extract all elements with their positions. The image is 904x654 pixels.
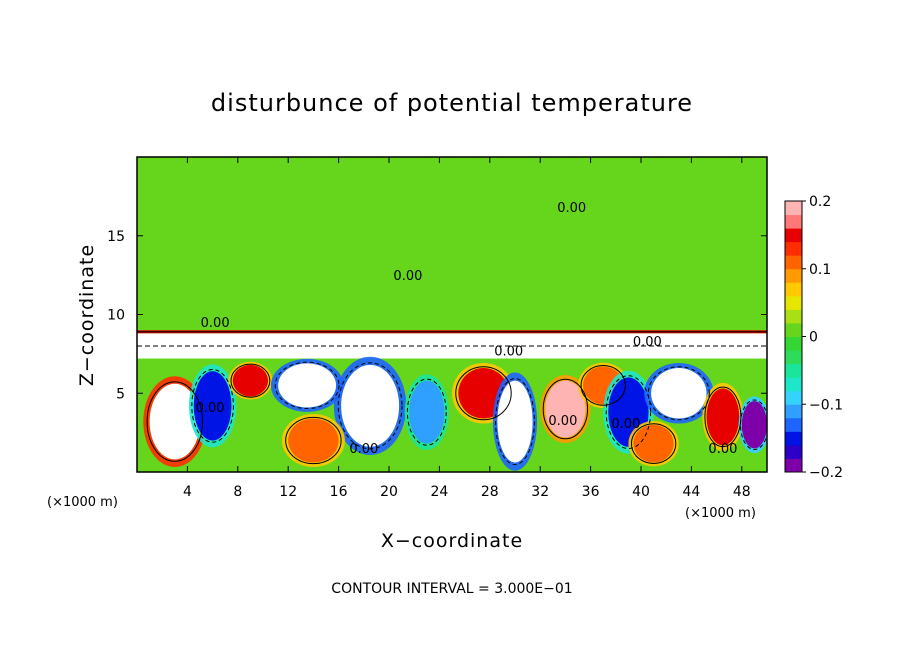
contour-interval-note: CONTOUR INTERVAL = 3.000E−01 [331, 581, 572, 597]
contour-label: 0.00 [708, 442, 737, 457]
colorbar-swatch [785, 268, 802, 283]
x-unit-right: (×1000 m) [685, 506, 756, 521]
field-cells [143, 356, 767, 471]
colorbar-swatch [785, 322, 802, 337]
chart-title: disturbunce of potential temperature [211, 89, 693, 117]
x-tick-label: 20 [380, 484, 398, 500]
contour-cell-6 [406, 378, 447, 446]
contour-label: 0.00 [393, 269, 422, 284]
colorbar-swatch [785, 458, 802, 473]
y-axis-label: Z−coordinate [76, 244, 98, 386]
contour-cell-0 [146, 381, 204, 462]
x-tick-label: 12 [279, 484, 297, 500]
y-tick-label: 15 [107, 229, 125, 245]
x-tick-label: 4 [183, 484, 192, 500]
field-layers [137, 157, 767, 472]
x-tick-label: 40 [632, 484, 650, 500]
contour-cell-2 [230, 363, 271, 398]
field-layer-0 [137, 157, 767, 331]
plot-area: 0.00 0.00 0.00 0.00 0.00 0.00 0.00 0.00 0.00 0.00 [137, 157, 767, 472]
y-tick-label: 5 [116, 386, 125, 402]
x-tick-label: 32 [531, 484, 549, 500]
contour-cell-1 [191, 368, 234, 443]
contour-cell-12 [647, 366, 710, 421]
contour-cell-15 [740, 399, 767, 451]
contour-cell-14 [704, 386, 742, 448]
colorbar-swatch [785, 201, 802, 216]
contour-label: 0.00 [494, 344, 523, 359]
colorbar-swatch [785, 363, 802, 378]
colorbar-swatch [785, 309, 802, 324]
field-cell-3 [278, 363, 337, 408]
contour-label: 0.00 [196, 401, 225, 416]
field-cell-2 [232, 364, 269, 397]
contour-cell-13 [630, 423, 677, 464]
x-unit-left: (×1000 m) [47, 495, 118, 510]
colorbar-swatch [785, 404, 802, 419]
x-axis: 4 8 12 16 20 24 28 32 36 40 44 48 [183, 157, 751, 500]
field-cell-6 [409, 380, 445, 444]
colorbar-swatch [785, 228, 802, 243]
field-cell-0 [149, 383, 200, 460]
field-cell-1 [193, 371, 232, 441]
y-axis: 5 10 15 [107, 229, 767, 402]
colorbar: 0.2 0.1 0 −0.1 −0.2 [784, 194, 843, 481]
field-cell-4 [341, 364, 400, 447]
contour-cell-10 [580, 365, 626, 406]
colorbar-swatch [785, 417, 802, 432]
contour-cell-3 [274, 361, 340, 410]
contour-label: 0.00 [548, 414, 577, 429]
field-cell-12 [651, 368, 707, 419]
x-tick-label: 24 [430, 484, 448, 500]
colorbar-swatch [785, 444, 802, 459]
colorbar-swatch [785, 336, 802, 351]
colorbar-swatch [785, 431, 802, 446]
x-tick-label: 44 [682, 484, 700, 500]
contour-label: 0.00 [349, 442, 378, 457]
field-cell-13 [633, 424, 674, 463]
contour-cell-8 [495, 378, 535, 466]
x-axis-label: X−coordinate [381, 530, 523, 552]
x-tick-label: 36 [582, 484, 600, 500]
x-tick-label: 48 [733, 484, 751, 500]
colorbar-tick-label: 0 [809, 330, 818, 346]
field-cell-8 [497, 380, 533, 463]
colorbar-swatch [785, 241, 802, 256]
colorbar-swatch [785, 350, 802, 365]
colorbar-swatch [785, 295, 802, 310]
field-cell-9 [545, 380, 586, 438]
x-tick-label: 28 [481, 484, 499, 500]
field-cell-5 [288, 418, 339, 463]
x-tick-label: 16 [330, 484, 348, 500]
colorbar-swatch [785, 282, 802, 297]
x-tick-label: 8 [233, 484, 242, 500]
field-cell-15 [741, 401, 767, 449]
colorbar-tick-label: −0.1 [809, 397, 843, 413]
colorbar-tick-label: 0.2 [809, 194, 831, 210]
colorbar-swatch [785, 214, 802, 229]
contour-label: 0.00 [633, 335, 662, 350]
contour-cell-9 [542, 378, 589, 440]
colorbar-swatch [785, 255, 802, 270]
contour-label: 0.00 [557, 201, 586, 216]
colorbar-tick-label: −0.2 [809, 465, 843, 481]
colorbar-swatch [785, 377, 802, 392]
contour-cell-7 [455, 366, 512, 421]
colorbar-tick-label: 0.1 [809, 262, 831, 278]
contour-cell-4 [337, 362, 403, 450]
contour-cell-11 [605, 375, 652, 450]
contour-label: 0.00 [201, 316, 230, 331]
contour-cell-5 [285, 416, 342, 465]
y-tick-label: 10 [107, 308, 125, 324]
colorbar-swatch [785, 390, 802, 405]
contour-lines: 0.00 0.00 0.00 0.00 0.00 0.00 0.00 0.00 0.00 0.00 [137, 201, 767, 466]
field-cell-14 [706, 388, 740, 446]
contour-label: 0.00 [611, 417, 640, 432]
